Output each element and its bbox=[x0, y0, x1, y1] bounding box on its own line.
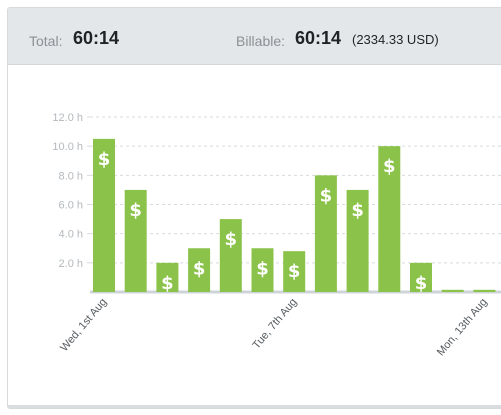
billable-label: Billable: bbox=[236, 33, 286, 49]
y-tick-label: 8.0 h bbox=[59, 170, 83, 182]
bar bbox=[410, 262, 432, 292]
bar bbox=[219, 219, 242, 292]
billable-amount: (2334.33 USD) bbox=[352, 32, 439, 47]
bar bbox=[251, 248, 274, 292]
y-tick-label: 10.0 h bbox=[52, 141, 83, 153]
dollar-icon: $ bbox=[351, 200, 364, 221]
dollar-icon: $ bbox=[225, 229, 238, 250]
dollar-icon: $ bbox=[193, 258, 206, 279]
bar bbox=[283, 251, 306, 292]
card-bottom-border bbox=[8, 405, 501, 408]
dollar-icon: $ bbox=[129, 200, 142, 221]
y-tick-label: 4.0 h bbox=[59, 229, 83, 241]
dollar-icon: $ bbox=[320, 185, 333, 206]
billable-value: 60:14 bbox=[295, 28, 342, 48]
dollar-icon: $ bbox=[256, 258, 269, 279]
bar bbox=[441, 289, 464, 292]
bar bbox=[314, 175, 337, 292]
bar bbox=[124, 189, 147, 292]
total-value: 60:14 bbox=[73, 28, 120, 48]
dollar-icon: $ bbox=[383, 156, 396, 177]
dollar-icon: $ bbox=[98, 149, 111, 170]
total-label: Total: bbox=[29, 33, 63, 49]
bar bbox=[156, 262, 179, 292]
bar bbox=[378, 146, 401, 292]
time-summary-card: Total: 60:14 Billable: 60:14 (2334.33 US… bbox=[7, 7, 501, 409]
bar bbox=[93, 138, 115, 292]
bar bbox=[473, 289, 496, 292]
bar bbox=[188, 248, 211, 292]
y-tick-label: 12.0 h bbox=[52, 112, 83, 124]
bar bbox=[346, 189, 369, 292]
y-tick-label: 6.0 h bbox=[59, 200, 83, 212]
x-tick-label: Mon, 13th Aug bbox=[435, 296, 490, 358]
x-tick-label: Tue, 7th Aug bbox=[250, 296, 299, 351]
summary-header: Total: 60:14 Billable: 60:14 (2334.33 US… bbox=[8, 8, 501, 65]
y-tick-label: 2.0 h bbox=[59, 258, 83, 270]
dollar-icon: $ bbox=[415, 273, 428, 294]
dollar-icon: $ bbox=[161, 273, 174, 294]
x-tick-label: Wed, 1st Aug bbox=[58, 296, 109, 354]
dollar-icon: $ bbox=[288, 261, 301, 282]
